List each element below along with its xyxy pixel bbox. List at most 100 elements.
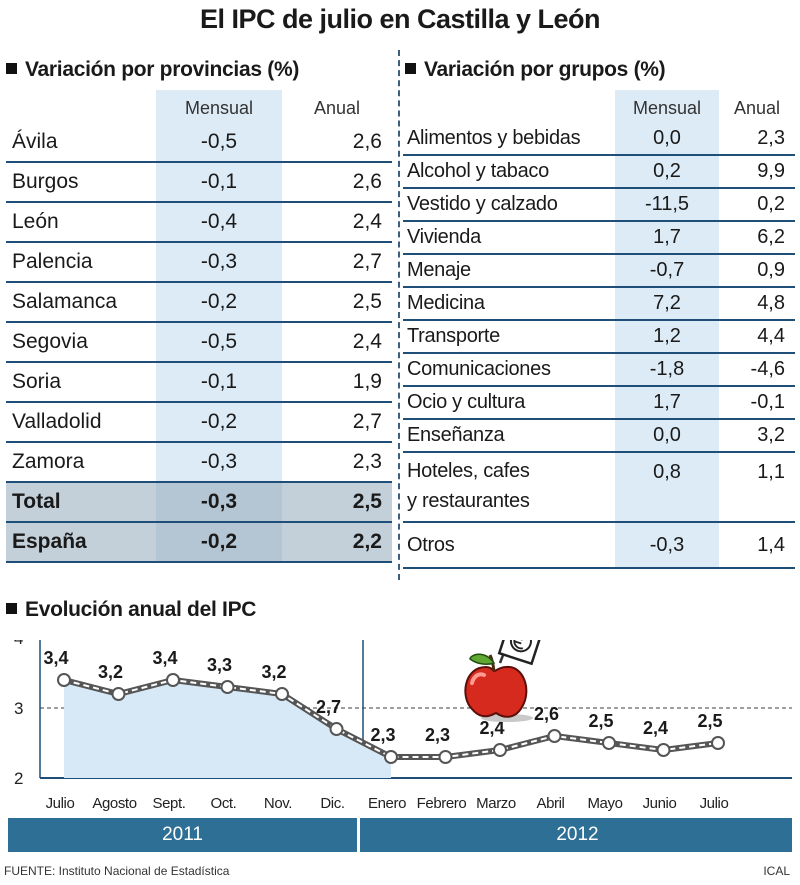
grupos-row-name-text: Enseñanza <box>407 424 505 446</box>
grupos-row-anual: -4,6 <box>719 353 795 387</box>
chart-points <box>57 673 725 764</box>
bullet-square-icon <box>6 603 17 614</box>
grupos-row-mensual: 1,7 <box>615 221 719 255</box>
x-tick-label: Marzo <box>476 795 516 812</box>
grupos-row-name: Comunicaciones <box>403 353 615 387</box>
bullet-square-icon <box>405 63 416 74</box>
provincias-row: Soria -0,1 1,9 <box>6 362 392 403</box>
provincias-row-mensual: -0,2 <box>156 282 282 323</box>
x-tick-label: Julio <box>46 795 75 812</box>
grupos-table: Mensual Anual Alimentos y bebidas 0,0 2,3 A… <box>403 90 795 569</box>
grupos-row: Vivienda 1,7 6,2 <box>403 221 795 255</box>
provincias-row-name: Palencia <box>6 242 156 283</box>
provincias-row-anual: 1,9 <box>282 362 392 403</box>
data-point <box>166 673 180 687</box>
provincias-col-mensual: Mensual <box>156 90 282 122</box>
bullet-square-icon <box>6 63 17 74</box>
data-label: 2,7 <box>316 697 341 717</box>
x-tick-label: Enero <box>368 795 406 812</box>
section-divider <box>398 50 400 580</box>
provincias-heading: Variación por provincias (%) <box>6 58 299 82</box>
grupos-row-anual: 1,4 <box>719 522 795 569</box>
data-point <box>275 687 289 701</box>
provincias-row-name-text: Valladolid <box>12 410 102 433</box>
grupos-row-mensual: 0,2 <box>615 155 719 189</box>
provincias-header-row: Mensual Anual <box>6 90 392 122</box>
grupos-row-name: Enseñanza <box>403 419 615 453</box>
data-point <box>711 736 725 750</box>
provincias-row: España -0,2 2,2 <box>6 522 392 563</box>
grupos-row-mensual: 1,7 <box>615 386 719 420</box>
provincias-table-body: Ávila -0,5 2,6 Burgos -0,1 2,6 León -0,4 2,4 Pale… <box>6 122 392 563</box>
grupos-row-name: Ocio y cultura <box>403 386 615 420</box>
grupos-col-mensual: Mensual <box>615 90 719 122</box>
grupos-header-blank <box>403 90 615 122</box>
grupos-row-name: Menaje <box>403 254 615 288</box>
provincias-row-mensual: -0,1 <box>156 162 282 203</box>
grupos-row-name-text: Vestido y calzado <box>407 193 558 215</box>
grupos-table-body: Alimentos y bebidas 0,0 2,3 Alcohol y tabac… <box>403 122 795 569</box>
chart-x-ticks: Julio Agosto Sept. Oct. Nov. Dic. Enero Febrero… <box>46 795 729 812</box>
data-label: 3,3 <box>207 655 232 675</box>
grupos-row-name-text: Comunicaciones <box>407 358 551 380</box>
grupos-row-anual: 4,8 <box>719 287 795 321</box>
evolucion-heading: Evolución anual del IPC <box>6 598 256 622</box>
grupos-row-name-text: Hoteles, cafes <box>407 460 530 482</box>
provincias-table: Mensual Anual Ávila -0,5 2,6 Burgos -0,1 2,6 L… <box>6 90 392 563</box>
grupos-row-anual: 1,1 <box>719 452 795 523</box>
provincias-row-name: Zamora <box>6 442 156 483</box>
x-tick-label: Sept. <box>152 795 185 812</box>
provincias-row-mensual: -0,5 <box>156 122 282 163</box>
provincias-row-name-text: Ávila <box>12 129 58 153</box>
provincias-row: Burgos -0,1 2,6 <box>6 162 392 203</box>
provincias-row-anual: 2,6 <box>282 162 392 203</box>
grupos-row-name-text: Otros <box>407 533 455 556</box>
provincias-row-name-text: España <box>12 530 87 553</box>
grupos-row-mensual: -1,8 <box>615 353 719 387</box>
data-point <box>602 736 616 750</box>
grupos-row-name-text: Menaje <box>407 259 471 281</box>
x-tick-label: Dic. <box>320 795 344 812</box>
y-tick-label: 4 <box>14 640 23 648</box>
data-point <box>57 673 71 687</box>
provincias-row-name: Burgos <box>6 162 156 203</box>
data-label: 3,4 <box>43 648 68 668</box>
grupos-row-name-text: Transporte <box>407 325 500 347</box>
data-label: 3,2 <box>98 662 123 682</box>
grupos-row-name: Alimentos y bebidas <box>403 122 615 156</box>
grupos-row-name-text: Medicina <box>407 292 485 314</box>
page-title: El IPC de julio en Castilla y León <box>199 4 601 34</box>
provincias-row-anual: 2,3 <box>282 442 392 483</box>
grupos-row-name: Hoteles, cafes y restaurantes <box>403 452 615 523</box>
provincias-row-mensual: -0,4 <box>156 202 282 243</box>
provincias-row-name-text: Zamora <box>12 450 85 473</box>
grupos-row: Alimentos y bebidas 0,0 2,3 <box>403 122 795 156</box>
data-label: 2,5 <box>697 711 722 731</box>
provincias-row-mensual: -0,1 <box>156 362 282 403</box>
provincias-row-mensual: -0,3 <box>156 482 282 523</box>
source-note: FUENTE: Instituto Nacional de Estadístic… <box>4 864 230 878</box>
credit-label: ICAL <box>763 864 790 878</box>
year-bar: 2011 2012 <box>8 818 792 852</box>
x-tick-label: Abril <box>536 795 564 812</box>
provincias-row-anual: 2,4 <box>282 202 392 243</box>
grupos-heading-text: Variación por grupos (%) <box>424 58 666 81</box>
grupos-row-name: Otros <box>403 522 615 569</box>
data-label: 2,5 <box>588 711 613 731</box>
x-tick-label: Agosto <box>92 795 136 812</box>
provincias-row-name: Total <box>6 482 156 523</box>
provincias-row-mensual: -0,5 <box>156 322 282 363</box>
grupos-row-anual: 9,9 <box>719 155 795 189</box>
provincias-row: Zamora -0,3 2,3 <box>6 442 392 483</box>
grupos-row-name: Vivienda <box>403 221 615 255</box>
grupos-row-mensual: -0,3 <box>615 522 719 569</box>
provincias-row-name: Valladolid <box>6 402 156 443</box>
provincias-row-name-text: León <box>12 210 59 233</box>
provincias-row-name: España <box>6 522 156 563</box>
grupos-row-name: Transporte <box>403 320 615 354</box>
provincias-row: León -0,4 2,4 <box>6 202 392 243</box>
provincias-row-mensual: -0,3 <box>156 242 282 283</box>
grupos-row-anual: 0,9 <box>719 254 795 288</box>
data-point <box>384 750 398 764</box>
provincias-row: Salamanca -0,2 2,5 <box>6 282 392 323</box>
